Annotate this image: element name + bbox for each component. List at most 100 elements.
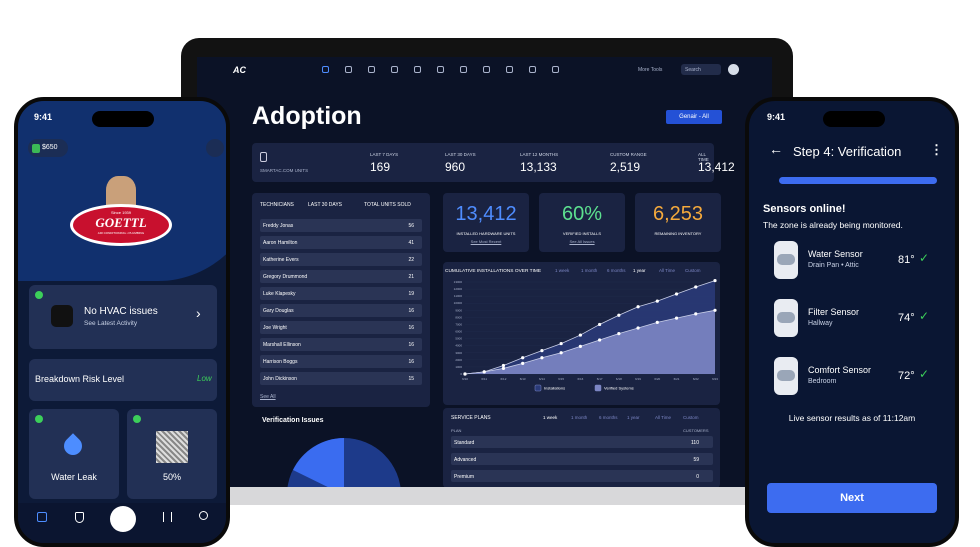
- plan-name: Advanced: [454, 457, 477, 463]
- calendar[interactable]: [206, 139, 224, 157]
- check: ✓: [919, 367, 930, 381]
- y-tick-label: 12000: [454, 287, 463, 291]
- point: [482, 370, 486, 374]
- sensor-face: [777, 370, 795, 381]
- stats-label: SMARTAC.COM UNITS: [260, 168, 309, 173]
- search[interactable]: Search: [681, 64, 721, 75]
- tech-name: Luke Klapesky: [263, 291, 296, 297]
- range[interactable]: Custom: [683, 415, 699, 420]
- point: [598, 338, 602, 342]
- back[interactable]: ←: [769, 141, 783, 157]
- range[interactable]: 1 week: [555, 268, 570, 273]
- y-tick-label: 9000: [455, 308, 462, 312]
- nav-icon[interactable]: [368, 66, 375, 73]
- status-link[interactable]: See Latest Activity: [84, 320, 138, 327]
- stat-value: 13,412: [698, 160, 735, 174]
- genair-button[interactable]: Genair - All: [666, 110, 722, 124]
- tech-row: Luke Klapesky 19: [260, 287, 422, 300]
- point: [578, 333, 582, 337]
- tab-avatar[interactable]: [110, 506, 136, 532]
- stat-label: LAST 7 DAYS: [370, 152, 399, 157]
- chart-panel: CUMULATIVE INSTALLATIONS OVER TIME 1 week…: [443, 262, 720, 405]
- range[interactable]: All Time: [659, 268, 676, 273]
- status-card[interactable]: No HVAC issues See Latest Activity ›: [29, 285, 217, 349]
- check: ✓: [919, 309, 930, 323]
- header[interactable]: TOTAL UNITS SOLD: [364, 202, 411, 208]
- sensor-temp: 74°: [898, 312, 915, 324]
- plan-row: Advanced 59: [451, 453, 713, 465]
- tab-shield[interactable]: [75, 512, 84, 523]
- sensor-name: Water Sensor: [808, 249, 863, 259]
- next-button[interactable]: Next: [767, 483, 937, 513]
- risk-card[interactable]: Breakdown Risk Level Low: [29, 359, 217, 401]
- tab-home[interactable]: [37, 512, 47, 522]
- range[interactable]: 6 months: [599, 415, 618, 420]
- range[interactable]: 6 months: [607, 268, 626, 273]
- kpi-link[interactable]: See All Issues: [569, 239, 595, 244]
- menu[interactable]: ⋮: [930, 142, 943, 157]
- sensor-location: Drain Pan • Attic: [808, 262, 859, 269]
- nav-icon[interactable]: [345, 66, 352, 73]
- nav-icon[interactable]: [437, 66, 444, 73]
- stat-value: 2,519: [610, 160, 641, 174]
- sensor-name: Filter Sensor: [808, 307, 860, 317]
- plan-row: Premium 0: [451, 470, 713, 482]
- verification-title: Verification Issues: [262, 417, 324, 424]
- laptop-base: [168, 486, 808, 505]
- point: [713, 278, 717, 283]
- tech-count: 19: [408, 291, 414, 297]
- header: TECHNICIANS: [260, 202, 294, 208]
- see-all[interactable]: See All: [260, 394, 276, 400]
- tile[interactable]: 50%: [127, 409, 217, 499]
- chart-title: CUMULATIVE INSTALLATIONS OVER TIME: [445, 268, 541, 274]
- point: [559, 341, 563, 346]
- x-tick-label: 6/10: [462, 377, 468, 381]
- tab-stats[interactable]: [163, 512, 172, 522]
- nav-icon[interactable]: [322, 66, 329, 73]
- nav-icon[interactable]: [506, 66, 513, 73]
- range[interactable]: 1 year: [627, 415, 640, 420]
- y-tick-label: 4000: [455, 344, 462, 348]
- tab-profile[interactable]: [199, 511, 208, 520]
- point: [636, 305, 640, 309]
- point: [521, 361, 525, 365]
- heading: Sensors online!: [763, 203, 846, 215]
- nav-icon[interactable]: [391, 66, 398, 73]
- range[interactable]: 1 year: [633, 268, 646, 273]
- stat-value: 960: [445, 160, 466, 174]
- sensor-location: Hallway: [808, 320, 833, 327]
- pie-slice: [293, 438, 344, 487]
- nav-icon[interactable]: [483, 66, 490, 73]
- sensor-icon: [774, 357, 798, 395]
- dot: [35, 415, 43, 423]
- stat-label: LAST 30 DAYS: [445, 152, 476, 157]
- legend-label: Verified Systems: [604, 386, 634, 391]
- range[interactable]: Custom: [685, 268, 701, 273]
- x-tick-label: 6/17: [597, 377, 603, 381]
- tile[interactable]: Water Leak: [29, 409, 119, 499]
- x-tick-label: 6/22: [693, 377, 699, 381]
- range[interactable]: 1 week: [543, 415, 558, 420]
- nav-icon[interactable]: [529, 66, 536, 73]
- avatar[interactable]: [728, 64, 739, 75]
- nav-icon[interactable]: [460, 66, 467, 73]
- nav-icon[interactable]: [552, 66, 559, 73]
- kpi-link[interactable]: See Most Recent: [470, 239, 502, 244]
- y-tick-label: 5000: [455, 337, 462, 341]
- tech-count: 15: [408, 376, 414, 382]
- point: [501, 363, 506, 368]
- plan-name: Standard: [454, 440, 475, 446]
- x-tick-label: 6/20: [654, 377, 660, 381]
- line: [464, 280, 716, 375]
- x-tick-label: 6/12: [501, 377, 507, 381]
- nav-icon[interactable]: [414, 66, 421, 73]
- range[interactable]: All Time: [655, 415, 672, 420]
- range[interactable]: 1 month: [581, 268, 598, 273]
- header[interactable]: LAST 30 DAYS: [308, 202, 342, 208]
- more-tools[interactable]: More Tools: [638, 67, 663, 73]
- point: [598, 322, 602, 327]
- tech-row: Marshall Ellinson 16: [260, 338, 422, 351]
- range[interactable]: 1 month: [571, 415, 588, 420]
- sensor-face: [777, 312, 795, 323]
- kpi-value: 13,412: [455, 203, 517, 225]
